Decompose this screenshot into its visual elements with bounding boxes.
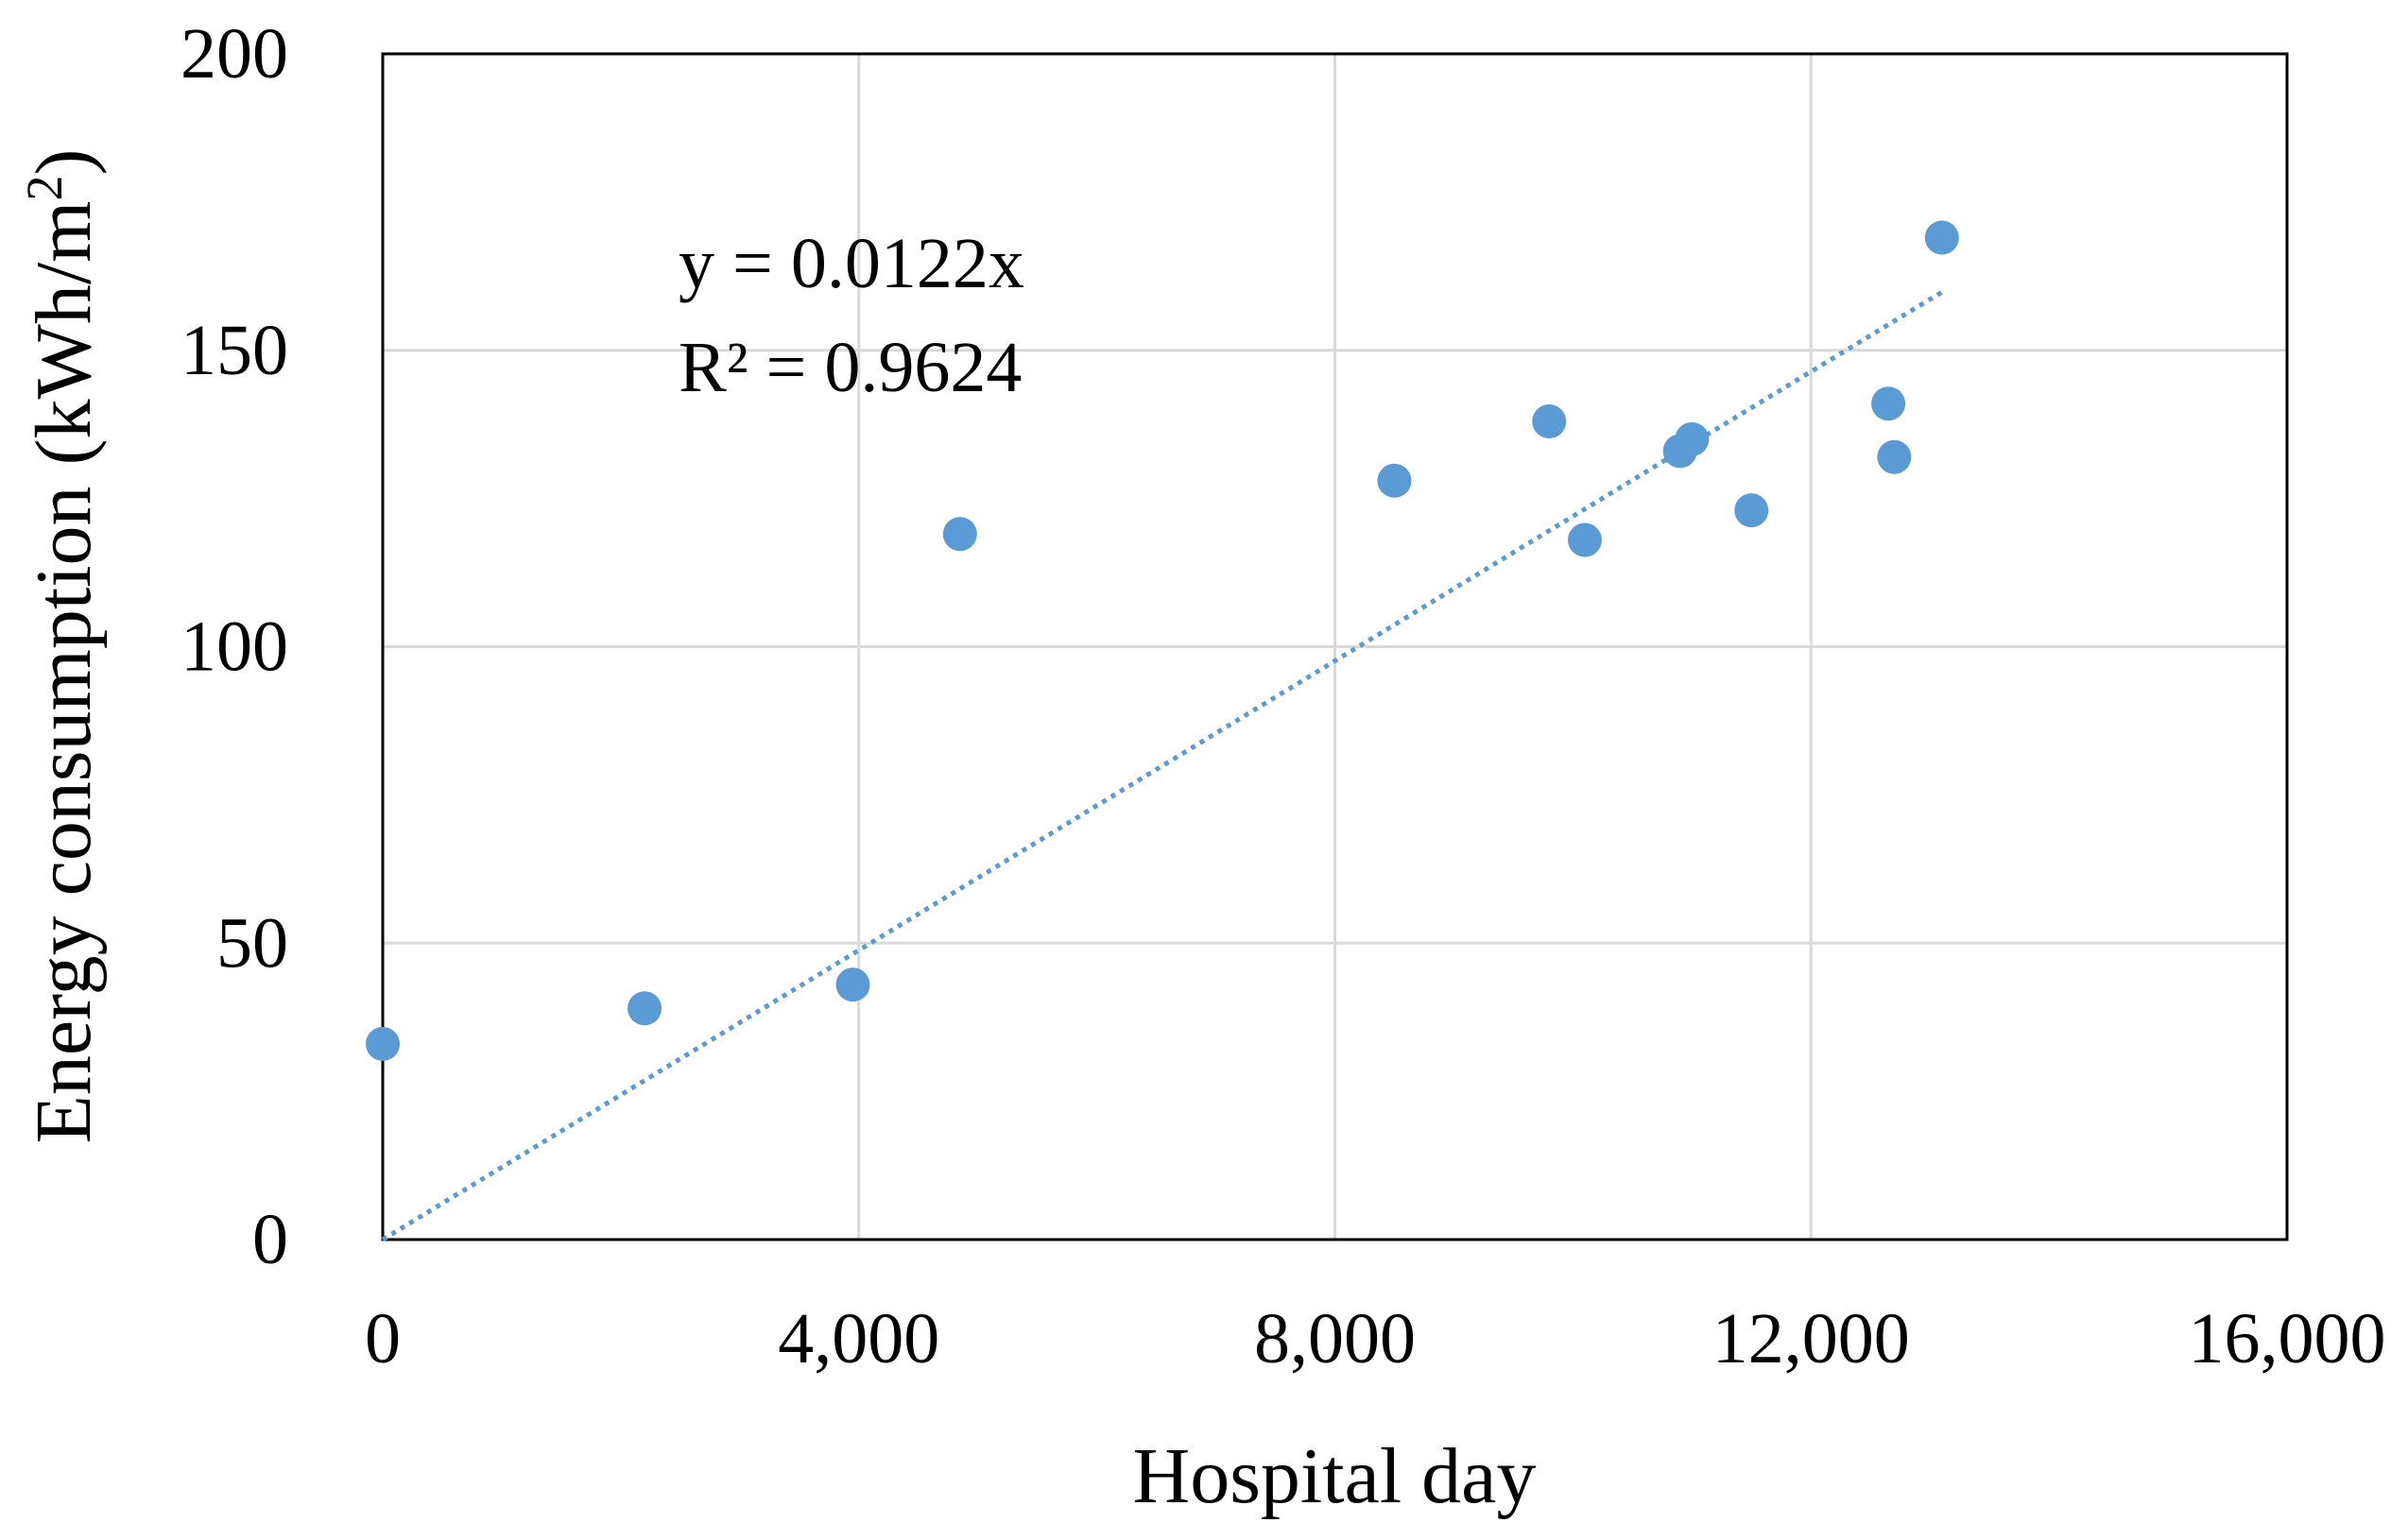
data-point bbox=[1877, 439, 1912, 474]
y-axis-title-unit: (kWh/m bbox=[20, 201, 108, 466]
x-tick-label: 16,000 bbox=[2189, 1299, 2386, 1378]
y-tick-label: 0 bbox=[252, 1200, 288, 1279]
data-point bbox=[366, 1026, 400, 1061]
x-tick-label: 12,000 bbox=[1712, 1299, 1910, 1378]
data-point bbox=[1734, 493, 1769, 528]
x-axis-title: Hospital day bbox=[1133, 1432, 1537, 1520]
plot-area-border bbox=[381, 52, 2289, 1241]
data-point bbox=[835, 967, 870, 1002]
data-points bbox=[366, 220, 1959, 1061]
y-axis-title-superscript: 2 bbox=[16, 176, 73, 201]
data-point bbox=[1675, 421, 1710, 456]
trendline-equation: y = 0.0122x bbox=[679, 224, 1024, 303]
y-axis-title-unit-close: ) bbox=[20, 149, 108, 176]
data-point bbox=[1924, 220, 1959, 255]
y-tick-label: 50 bbox=[216, 903, 288, 983]
x-tick-label: 0 bbox=[365, 1299, 401, 1378]
x-tick-label: 8,000 bbox=[1254, 1299, 1416, 1378]
y-axis-title: Energy consumption (kWh/m2) bbox=[16, 149, 108, 1144]
data-point bbox=[942, 517, 977, 552]
data-point bbox=[1532, 404, 1567, 439]
y-tick-label: 100 bbox=[181, 607, 288, 687]
r-squared-value: R² = 0.9624 bbox=[679, 328, 1022, 407]
grid-lines bbox=[383, 54, 2287, 1240]
data-point bbox=[1871, 386, 1906, 421]
x-tick-label: 4,000 bbox=[778, 1299, 939, 1378]
y-tick-label: 150 bbox=[181, 311, 288, 390]
data-point bbox=[1377, 463, 1412, 498]
y-axis-title-main: Energy consumption bbox=[20, 486, 108, 1143]
data-point bbox=[1567, 522, 1602, 557]
y-axis-tick-labels: 0 50 100 150 200 bbox=[181, 14, 288, 1279]
y-tick-label: 200 bbox=[181, 14, 288, 94]
data-point bbox=[628, 991, 662, 1026]
x-axis-tick-labels: 0 4,000 8,000 12,000 16,000 bbox=[365, 1299, 2386, 1378]
